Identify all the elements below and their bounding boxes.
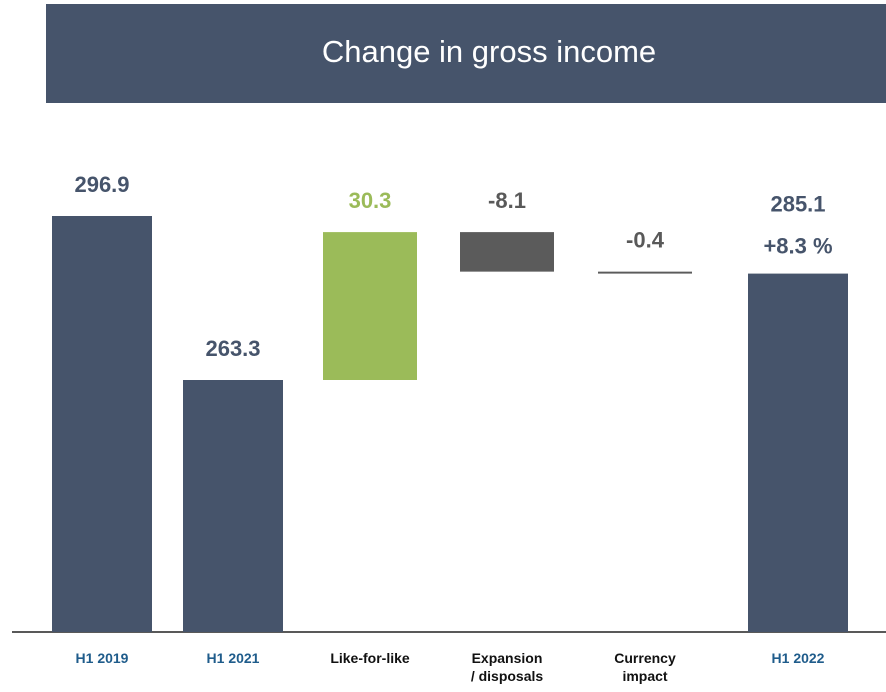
x-tick-label: Currency impact [614, 650, 676, 684]
value-label: 285.1 [770, 191, 825, 216]
title-banner [46, 4, 886, 103]
bar [748, 273, 848, 632]
bar [460, 232, 554, 272]
x-tick-label: H1 2019 [75, 650, 129, 666]
value-label: 296.9 [74, 172, 129, 197]
bar [323, 232, 417, 380]
bar [598, 271, 692, 274]
x-tick-label: H1 2022 [771, 650, 825, 666]
value-label: 30.3 [349, 188, 392, 213]
x-tick-label: H1 2021 [206, 650, 260, 666]
bar [52, 216, 152, 632]
x-tick-label: Expansion / disposals [470, 650, 544, 684]
annotation: +8.3 % [763, 233, 832, 258]
bar [183, 380, 283, 632]
chart-title: Change in gross income [322, 34, 656, 69]
value-label: -0.4 [626, 227, 665, 252]
value-label: 263.3 [205, 336, 260, 361]
value-label: -8.1 [488, 188, 526, 213]
x-tick-label: Like-for-like [330, 650, 410, 666]
